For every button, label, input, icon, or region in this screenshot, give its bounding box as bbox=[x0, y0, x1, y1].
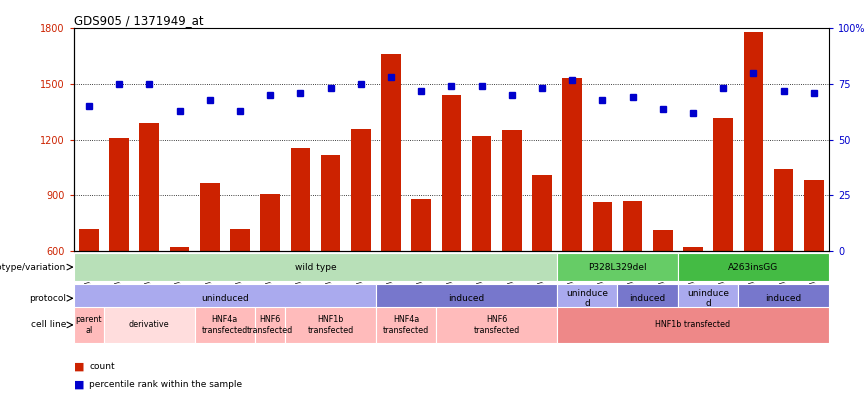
Text: derivative: derivative bbox=[129, 320, 169, 329]
Text: HNF4a
transfected: HNF4a transfected bbox=[201, 315, 248, 335]
Bar bbox=[653, 230, 673, 362]
Bar bbox=[255, 307, 286, 343]
Bar bbox=[557, 307, 829, 343]
Bar bbox=[562, 79, 582, 362]
Bar bbox=[286, 307, 376, 343]
Text: HNF6
transfected: HNF6 transfected bbox=[247, 315, 293, 335]
Bar bbox=[437, 307, 557, 343]
Text: parent
al: parent al bbox=[76, 315, 102, 335]
Bar bbox=[260, 194, 280, 362]
Bar bbox=[678, 253, 829, 281]
Bar bbox=[804, 180, 824, 362]
Bar bbox=[109, 138, 129, 362]
Text: HNF1b
transfected: HNF1b transfected bbox=[307, 315, 353, 335]
Bar bbox=[381, 54, 401, 362]
Bar bbox=[376, 307, 437, 343]
Text: uninduce
d: uninduce d bbox=[687, 289, 729, 308]
Bar bbox=[291, 148, 310, 362]
Bar bbox=[678, 284, 739, 312]
Text: HNF4a
transfected: HNF4a transfected bbox=[383, 315, 429, 335]
Bar bbox=[617, 284, 678, 312]
Bar bbox=[557, 253, 678, 281]
Bar bbox=[593, 202, 612, 362]
Bar bbox=[320, 155, 340, 362]
Bar bbox=[471, 136, 491, 362]
Bar bbox=[622, 201, 642, 362]
Bar bbox=[557, 284, 617, 312]
Bar bbox=[739, 284, 829, 312]
Text: genotype/variation: genotype/variation bbox=[0, 262, 66, 272]
Text: protocol: protocol bbox=[30, 294, 66, 303]
Text: wild type: wild type bbox=[294, 262, 336, 272]
Text: ■: ■ bbox=[74, 362, 84, 372]
Bar bbox=[713, 118, 733, 362]
Text: P328L329del: P328L329del bbox=[589, 262, 647, 272]
Bar bbox=[140, 123, 159, 362]
Bar bbox=[376, 284, 557, 312]
Text: induced: induced bbox=[766, 294, 802, 303]
Bar bbox=[773, 169, 793, 362]
Bar bbox=[744, 32, 763, 362]
Text: HNF6
transfected: HNF6 transfected bbox=[474, 315, 520, 335]
Text: HNF1b transfected: HNF1b transfected bbox=[655, 320, 731, 329]
Text: GDS905 / 1371949_at: GDS905 / 1371949_at bbox=[74, 14, 203, 27]
Bar bbox=[79, 229, 99, 362]
Bar bbox=[683, 247, 703, 362]
Bar bbox=[230, 229, 250, 362]
Text: uninduce
d: uninduce d bbox=[566, 289, 608, 308]
Bar bbox=[442, 95, 461, 362]
Text: ■: ■ bbox=[74, 380, 84, 390]
Bar bbox=[74, 284, 376, 312]
Text: uninduced: uninduced bbox=[201, 294, 249, 303]
Bar bbox=[74, 307, 104, 343]
Text: count: count bbox=[89, 362, 115, 371]
Bar bbox=[532, 175, 552, 362]
Bar bbox=[502, 130, 522, 362]
Bar bbox=[74, 253, 557, 281]
Bar bbox=[194, 307, 255, 343]
Text: A263insGG: A263insGG bbox=[728, 262, 779, 272]
Bar bbox=[200, 183, 220, 362]
Text: induced: induced bbox=[449, 294, 484, 303]
Bar bbox=[169, 247, 189, 362]
Bar bbox=[411, 199, 431, 362]
Text: percentile rank within the sample: percentile rank within the sample bbox=[89, 380, 242, 389]
Text: induced: induced bbox=[629, 294, 666, 303]
Bar bbox=[104, 307, 194, 343]
Bar bbox=[351, 129, 371, 362]
Text: cell line: cell line bbox=[31, 320, 66, 329]
